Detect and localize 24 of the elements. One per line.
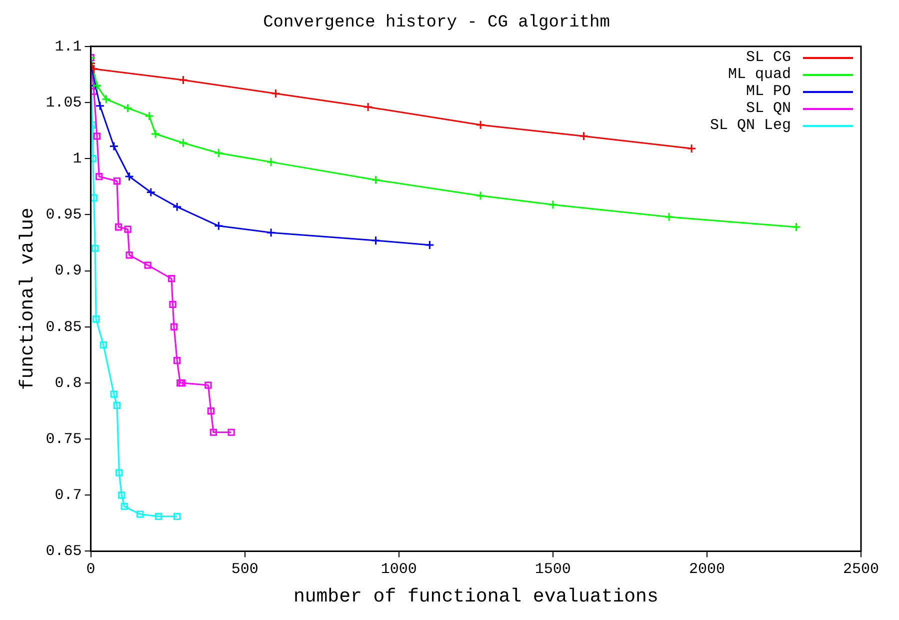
legend-label: ML PO [746,83,791,100]
y-tick-label: 0.9 [54,262,82,280]
y-tick-label: 0.8 [54,374,82,392]
y-axis-title: functional value [16,208,38,390]
y-tick-label: 0.85 [46,318,82,336]
x-tick-label: 1000 [380,561,417,578]
y-tick-label: 1.05 [46,94,82,112]
x-tick-label: 500 [231,561,258,578]
y-tick-label: 1.1 [54,38,82,56]
y-tick-label: 0.7 [54,487,82,504]
x-tick-label: 2500 [842,561,880,578]
y-tick-label: 0.75 [46,430,82,448]
x-tick-label: 1500 [534,561,571,578]
x-axis-title: number of functional evaluations [293,586,658,608]
chart-title: Convergence history - CG algorithm [263,14,610,33]
legend-label: ML quad [728,66,791,84]
legend-label: SL CG [746,49,791,66]
legend-label: SL QN Leg [710,117,791,134]
legend-label: SL QN [746,100,791,118]
y-tick-label: 1 [72,150,82,168]
x-tick-label: 2000 [688,561,725,578]
y-tick-label: 0.95 [46,206,82,224]
y-tick-label: 0.65 [46,543,82,560]
x-tick-label: 0 [86,561,96,578]
